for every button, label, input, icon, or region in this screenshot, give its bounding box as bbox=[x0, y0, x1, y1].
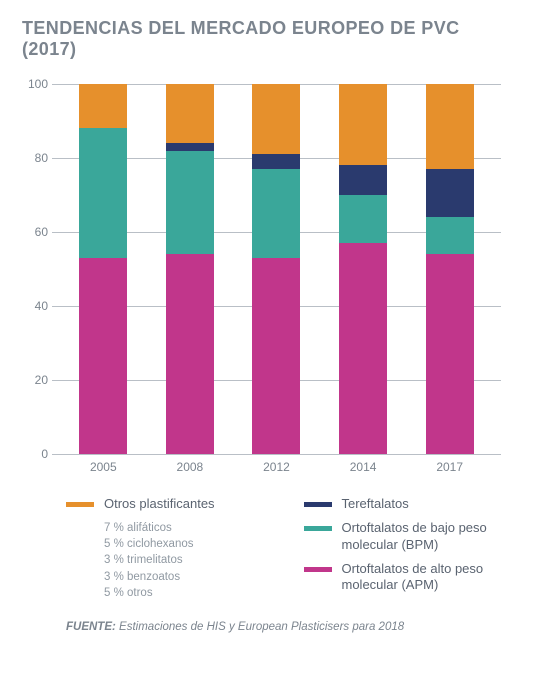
segment-otros bbox=[339, 84, 387, 165]
bars-container bbox=[52, 84, 501, 454]
swatch-bpm bbox=[304, 526, 332, 531]
source-line: FUENTE: Estimaciones de HIS y European P… bbox=[22, 621, 511, 633]
segment-tereftalatos bbox=[426, 169, 474, 217]
x-label: 2012 bbox=[252, 460, 300, 474]
source-text: Estimaciones de HIS y European Plasticis… bbox=[119, 621, 404, 633]
segment-apm bbox=[166, 254, 214, 454]
swatch-tereftalatos bbox=[304, 502, 332, 507]
segment-apm bbox=[426, 254, 474, 454]
y-tick-label: 60 bbox=[22, 225, 48, 239]
bar-2012 bbox=[252, 84, 300, 454]
segment-bpm bbox=[166, 151, 214, 255]
y-tick-label: 0 bbox=[22, 447, 48, 461]
y-tick-label: 100 bbox=[22, 77, 48, 91]
swatch-apm bbox=[304, 567, 332, 572]
segment-tereftalatos bbox=[166, 143, 214, 150]
x-label: 2008 bbox=[166, 460, 214, 474]
segment-bpm bbox=[426, 217, 474, 254]
y-tick-label: 80 bbox=[22, 151, 48, 165]
plot-region: 020406080100 bbox=[52, 84, 501, 454]
legend-label-bpm: Ortoftalatos de bajo peso molecular (BPM… bbox=[342, 520, 512, 553]
legend-left-column: Otros plastificantes 7 % alifáticos5 % c… bbox=[66, 496, 274, 601]
chart-title: TENDENCIAS DEL MERCADO EUROPEO DE PVC (2… bbox=[22, 18, 511, 60]
x-label: 2014 bbox=[339, 460, 387, 474]
legend-item-otros: Otros plastificantes bbox=[66, 496, 274, 512]
x-label: 2005 bbox=[79, 460, 127, 474]
segment-bpm bbox=[252, 169, 300, 258]
segment-apm bbox=[252, 258, 300, 454]
sublist-item: 3 % trimelitatos bbox=[104, 552, 274, 568]
segment-apm bbox=[79, 258, 127, 454]
sublist-item: 5 % otros bbox=[104, 585, 274, 601]
sublist-item: 5 % ciclohexanos bbox=[104, 536, 274, 552]
legend-label-tereftalatos: Tereftalatos bbox=[342, 496, 409, 512]
bar-2008 bbox=[166, 84, 214, 454]
y-tick-label: 20 bbox=[22, 373, 48, 387]
bar-2017 bbox=[426, 84, 474, 454]
legend-item-apm: Ortoftalatos de alto peso molecular (APM… bbox=[304, 561, 512, 594]
legend-label-apm: Ortoftalatos de alto peso molecular (APM… bbox=[342, 561, 512, 594]
y-tick-label: 40 bbox=[22, 299, 48, 313]
chart-area: 020406080100 2005 2008 2012 2014 2017 bbox=[52, 84, 501, 474]
legend-item-tereftalatos: Tereftalatos bbox=[304, 496, 512, 512]
segment-otros bbox=[426, 84, 474, 169]
segment-tereftalatos bbox=[252, 154, 300, 169]
segment-otros bbox=[252, 84, 300, 154]
grid-line bbox=[52, 454, 501, 455]
segment-apm bbox=[339, 243, 387, 454]
legend: Otros plastificantes 7 % alifáticos5 % c… bbox=[22, 496, 511, 601]
x-axis: 2005 2008 2012 2014 2017 bbox=[52, 454, 501, 474]
segment-otros bbox=[166, 84, 214, 143]
bar-2014 bbox=[339, 84, 387, 454]
sublist-item: 7 % alifáticos bbox=[104, 520, 274, 536]
swatch-otros bbox=[66, 502, 94, 507]
legend-item-bpm: Ortoftalatos de bajo peso molecular (BPM… bbox=[304, 520, 512, 553]
legend-label-otros: Otros plastificantes bbox=[104, 496, 215, 512]
sublist-item: 3 % benzoatos bbox=[104, 569, 274, 585]
legend-sublist: 7 % alifáticos5 % ciclohexanos3 % trimel… bbox=[66, 520, 274, 600]
bar-2005 bbox=[79, 84, 127, 454]
segment-tereftalatos bbox=[339, 165, 387, 195]
x-label: 2017 bbox=[426, 460, 474, 474]
segment-bpm bbox=[339, 195, 387, 243]
segment-otros bbox=[79, 84, 127, 128]
legend-right-column: Tereftalatos Ortoftalatos de bajo peso mo… bbox=[304, 496, 512, 601]
source-label: FUENTE: bbox=[66, 621, 116, 633]
segment-bpm bbox=[79, 128, 127, 258]
